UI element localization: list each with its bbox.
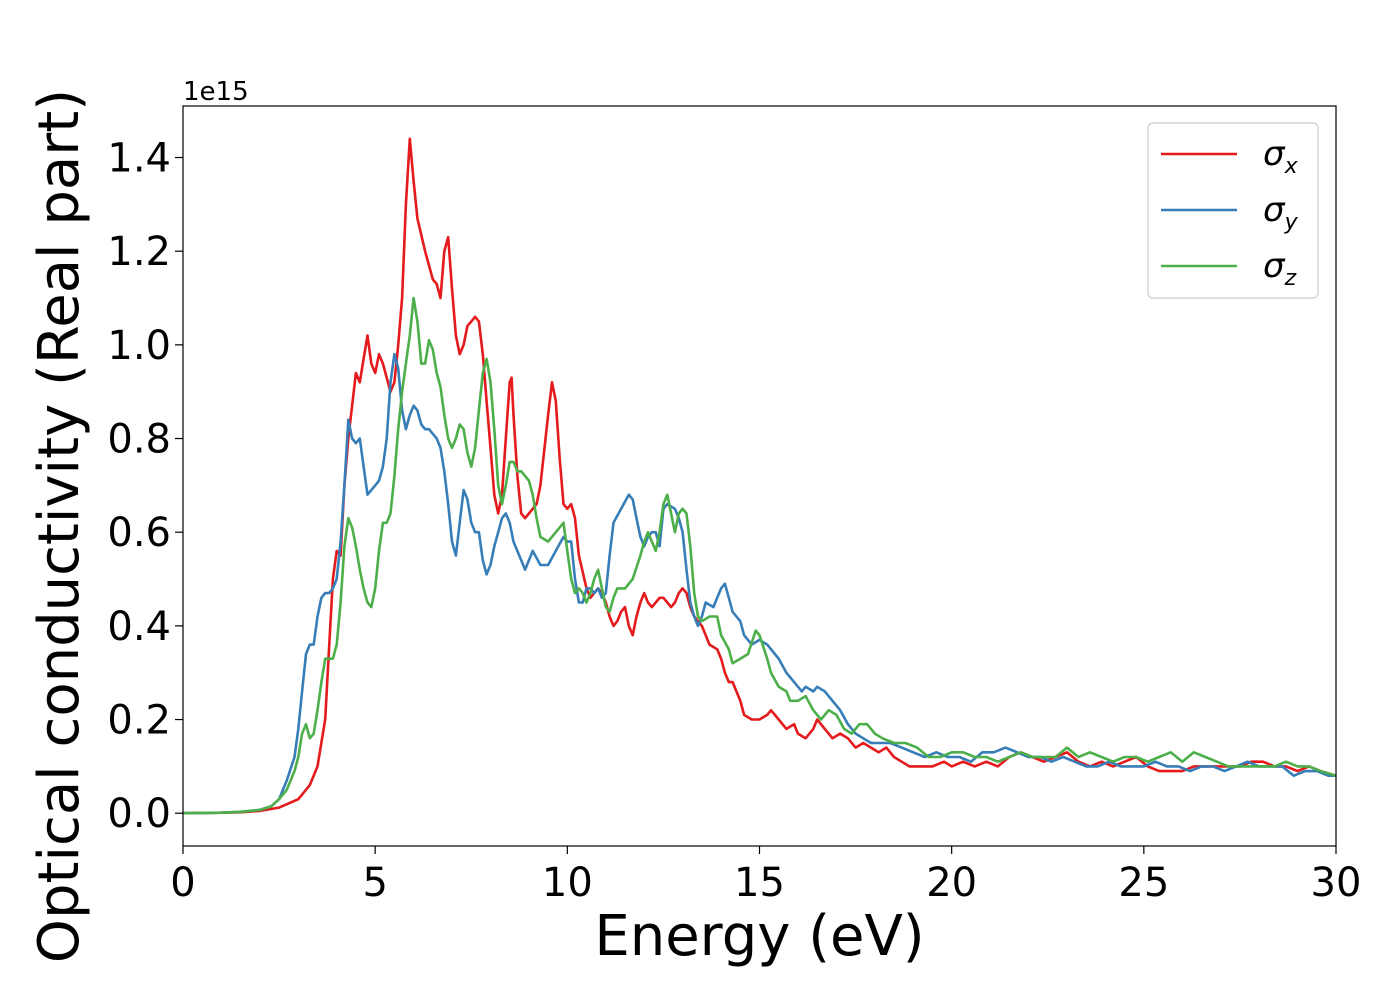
y-axis: 0.0 0.2 0.4 0.6 0.8 1.0 1.2 1.4 <box>107 136 183 837</box>
series-line-y <box>183 352 1336 815</box>
y-tick-label: 1.0 <box>107 323 171 369</box>
x-tick-label: 15 <box>734 860 785 906</box>
legend-label-z: σz <box>1263 246 1297 291</box>
legend-label-x: σx <box>1263 134 1299 179</box>
legend: σx σy σz <box>1147 122 1319 299</box>
x-axis: 0 5 10 15 20 25 30 <box>170 846 1361 906</box>
y-tick-label: 0.8 <box>107 417 171 463</box>
y-tick-label: 0.6 <box>107 510 171 556</box>
x-tick-label: 30 <box>1311 860 1362 906</box>
y-offset-label: 1e15 <box>183 77 249 107</box>
y-tick-label: 0.0 <box>107 791 171 837</box>
y-axis-title: Optical conductivity (Real part) <box>27 89 92 963</box>
y-tick-label: 0.2 <box>107 698 171 744</box>
legend-label-y: σy <box>1263 190 1299 235</box>
y-tick-label: 0.4 <box>107 604 171 650</box>
x-tick-label: 0 <box>170 860 195 906</box>
series-layer <box>183 137 1336 815</box>
y-tick-label: 1.4 <box>107 136 171 182</box>
series-line-z <box>183 296 1336 815</box>
x-tick-label: 25 <box>1118 860 1169 906</box>
x-tick-label: 10 <box>542 860 593 906</box>
y-tick-label: 1.2 <box>107 229 171 275</box>
x-tick-label: 5 <box>362 860 387 906</box>
x-tick-label: 20 <box>926 860 977 906</box>
x-axis-title: Energy (eV) <box>594 904 924 969</box>
